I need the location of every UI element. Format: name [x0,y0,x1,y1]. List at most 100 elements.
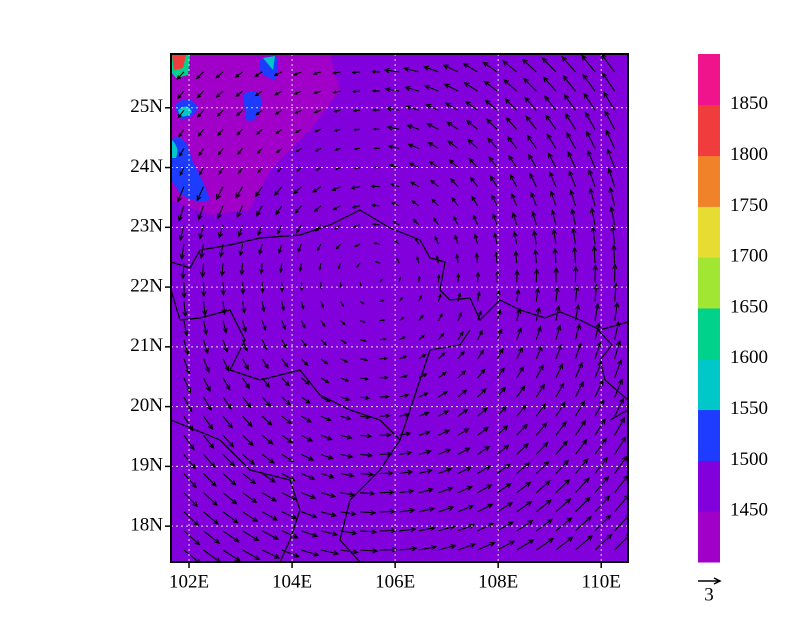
wind-arrow [467,138,478,149]
wind-arrow [261,415,273,426]
wind-arrow [281,511,298,520]
wind-arrow [340,415,352,421]
wind-arrow [337,263,342,270]
wind-arrow [532,248,539,264]
wind-arrow [254,71,263,77]
wind-arrow [485,118,498,130]
wind-arrow [360,414,372,420]
wind-arrow [340,377,350,382]
wind-arrow [179,244,185,261]
wind-arrow [555,517,573,532]
wind-arrow [488,156,498,168]
wind-arrow [614,359,623,379]
wind-arrow [610,224,616,245]
wind-arrow [603,91,616,111]
wind-arrow [183,473,198,489]
wind-arrow [333,128,341,132]
wind-arrow [566,131,576,149]
wind-arrow [379,489,395,496]
wind-arrow [477,349,485,360]
wind-arrow [372,127,380,131]
wind-arrow [293,186,302,195]
wind-arrow [201,301,208,317]
wind-arrow [435,254,440,264]
wind-arrow [242,320,248,333]
wind-arrow [416,256,420,264]
wind-arrow [183,415,194,432]
wind-arrow [256,128,263,135]
wind-arrow [493,232,498,245]
wind-arrow [281,549,300,558]
wind-arrow [183,434,195,451]
wind-arrow [300,301,305,310]
wind-arrow [418,506,436,513]
wind-arrow [218,243,225,258]
wind-arrow [372,222,380,227]
colorbar-box [698,54,720,106]
wind-arrow [472,214,479,226]
wind-arrow [594,437,607,455]
wind-arrow [427,142,439,149]
wind-arrow [203,511,219,525]
wind-arrow [281,434,294,444]
wind-arrow [594,533,613,551]
wind-arrow [240,282,246,295]
wind-arrow [457,466,472,474]
wind-arrow [611,243,617,264]
wind-arrow [320,396,331,403]
wind-arrow [443,83,459,92]
wind-arrow [535,499,552,513]
wind-arrow [418,468,433,475]
wind-arrow [178,128,185,138]
wind-arrow [594,398,605,417]
wind-arrow [516,520,534,532]
wind-arrow [438,543,457,551]
wind-arrow [292,71,302,76]
wind-arrow [379,278,383,283]
wind-arrow [424,84,439,92]
wind-arrow [509,173,518,187]
lon-tick-label: 110E [582,571,621,592]
wind-arrow [281,339,288,349]
wind-arrow [574,477,590,494]
field-blob [172,55,186,70]
wind-arrow [359,339,368,343]
wind-arrow [399,469,414,475]
wind-vectors [176,54,628,562]
wind-arrow [418,354,427,360]
wind-arrow [299,282,304,292]
wind-arrow [176,186,185,203]
wind-arrow [399,374,409,379]
wind-arrow [504,98,518,111]
wind-arrow [359,300,365,305]
wind-arrow [320,549,340,556]
wind-arrow [294,128,302,133]
wind-arrow [203,530,221,544]
wind-arrow [426,123,439,130]
wind-arrow [371,203,380,208]
wind-arrow [448,159,459,169]
wind-arrow [431,198,439,207]
colorbar-box [698,460,720,512]
wind-arrow [360,452,374,458]
wind-arrow [320,530,339,537]
wind-arrow [457,504,475,513]
wind-arrow [301,530,319,538]
wind-arrow [261,396,272,407]
wind-arrow [409,181,420,188]
wind-arrow [254,186,263,198]
wind-arrow [340,320,346,326]
wind-arrow [315,224,322,232]
wind-arrow [555,324,562,340]
wind-arrow [516,423,528,436]
colorbar-box [698,409,720,461]
colorbar-box [698,511,720,563]
wind-arrow [222,377,231,391]
wind-arrow [496,289,501,302]
wind-arrow [533,268,540,283]
wind-arrow [301,396,311,404]
wind-arrow [320,492,337,499]
wind-arrow [379,356,388,361]
wind-arrow [614,436,627,455]
wind-arrow [571,227,577,245]
